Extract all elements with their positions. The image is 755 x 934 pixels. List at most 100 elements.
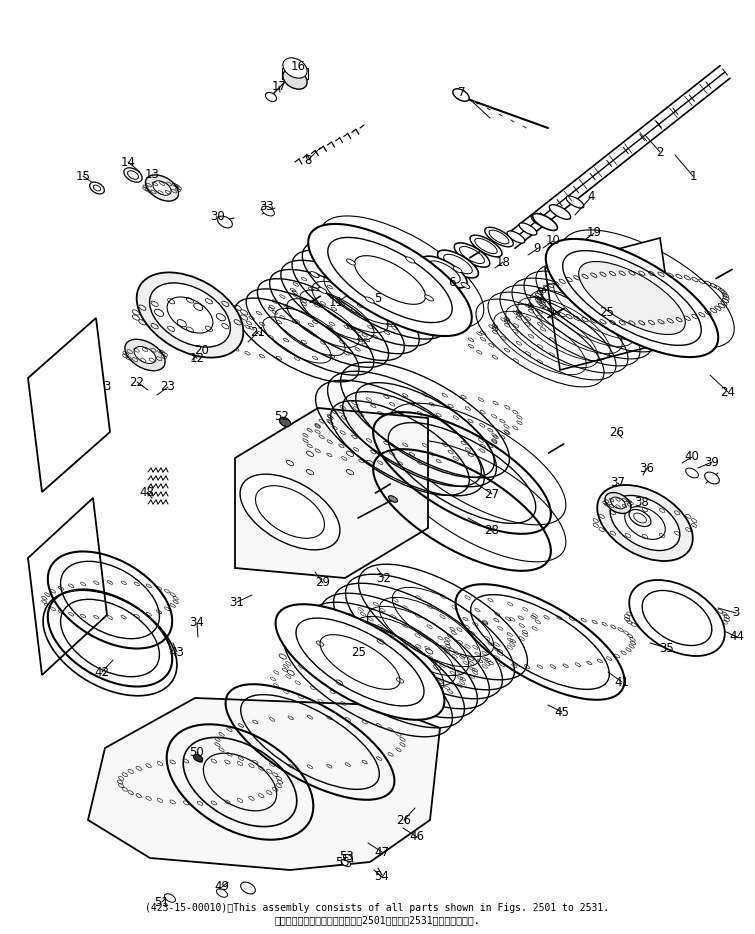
- Ellipse shape: [444, 254, 473, 274]
- Ellipse shape: [149, 283, 230, 347]
- Ellipse shape: [453, 266, 462, 273]
- Text: 40: 40: [685, 450, 699, 463]
- Text: 14: 14: [121, 155, 135, 168]
- Text: 41: 41: [615, 675, 630, 688]
- Ellipse shape: [566, 196, 584, 208]
- Ellipse shape: [507, 231, 525, 243]
- Text: 10: 10: [546, 234, 560, 248]
- Ellipse shape: [276, 604, 445, 720]
- Ellipse shape: [341, 859, 350, 867]
- Ellipse shape: [283, 58, 307, 78]
- Ellipse shape: [461, 282, 470, 289]
- Ellipse shape: [704, 472, 720, 484]
- Ellipse shape: [550, 205, 571, 219]
- Text: 46: 46: [409, 830, 424, 843]
- Text: 25: 25: [599, 306, 615, 319]
- Ellipse shape: [643, 590, 712, 645]
- Ellipse shape: [308, 224, 472, 336]
- Text: 55: 55: [334, 856, 350, 869]
- Text: 4: 4: [587, 191, 595, 204]
- Text: 11: 11: [328, 296, 344, 309]
- Text: 31: 31: [230, 596, 245, 608]
- Ellipse shape: [455, 243, 490, 267]
- Text: 3: 3: [732, 606, 740, 619]
- Text: 18: 18: [495, 256, 510, 268]
- Ellipse shape: [546, 239, 718, 357]
- Text: 30: 30: [211, 210, 226, 223]
- Polygon shape: [88, 698, 440, 870]
- Ellipse shape: [428, 261, 461, 283]
- Ellipse shape: [403, 262, 457, 299]
- Ellipse shape: [240, 474, 340, 550]
- Text: 33: 33: [260, 201, 274, 214]
- Text: 49: 49: [214, 881, 230, 894]
- Ellipse shape: [485, 227, 513, 247]
- Text: 28: 28: [485, 525, 500, 537]
- Ellipse shape: [266, 92, 276, 102]
- Ellipse shape: [255, 486, 325, 538]
- Ellipse shape: [389, 496, 397, 502]
- Ellipse shape: [562, 250, 701, 346]
- Ellipse shape: [165, 894, 175, 902]
- Text: 29: 29: [316, 576, 331, 589]
- Text: 12: 12: [190, 351, 205, 364]
- Ellipse shape: [470, 235, 502, 257]
- Ellipse shape: [193, 755, 202, 761]
- Ellipse shape: [489, 230, 509, 244]
- Ellipse shape: [475, 238, 498, 254]
- Ellipse shape: [633, 513, 646, 523]
- Text: 47: 47: [374, 845, 390, 858]
- Ellipse shape: [217, 889, 227, 898]
- Ellipse shape: [610, 495, 680, 550]
- Text: 27: 27: [485, 488, 500, 501]
- Ellipse shape: [460, 247, 485, 263]
- Ellipse shape: [531, 215, 549, 227]
- Ellipse shape: [624, 506, 665, 539]
- Polygon shape: [235, 408, 428, 578]
- Text: 44: 44: [729, 630, 744, 644]
- Ellipse shape: [686, 468, 698, 478]
- Ellipse shape: [217, 314, 226, 320]
- Ellipse shape: [611, 497, 625, 509]
- Ellipse shape: [94, 185, 100, 191]
- Ellipse shape: [347, 259, 356, 265]
- Text: 36: 36: [639, 461, 655, 474]
- Ellipse shape: [411, 268, 448, 294]
- Text: 8: 8: [304, 153, 312, 166]
- Text: 54: 54: [374, 870, 390, 884]
- Text: 26: 26: [396, 814, 411, 827]
- Ellipse shape: [328, 237, 452, 322]
- Ellipse shape: [125, 339, 165, 371]
- Text: 38: 38: [635, 497, 649, 510]
- Text: 43: 43: [170, 645, 184, 658]
- Text: 35: 35: [660, 642, 674, 655]
- Ellipse shape: [532, 214, 557, 231]
- Text: 26: 26: [609, 427, 624, 440]
- Text: 17: 17: [272, 79, 286, 92]
- Text: 22: 22: [130, 375, 144, 389]
- Ellipse shape: [128, 171, 138, 179]
- Text: 9: 9: [533, 243, 541, 256]
- Ellipse shape: [629, 509, 651, 527]
- Ellipse shape: [629, 580, 725, 656]
- Ellipse shape: [124, 168, 142, 182]
- Text: 52: 52: [275, 411, 289, 423]
- Text: 32: 32: [377, 572, 391, 585]
- Ellipse shape: [424, 295, 433, 301]
- Text: 39: 39: [704, 456, 720, 469]
- Text: 51: 51: [155, 896, 169, 909]
- Ellipse shape: [177, 319, 186, 327]
- Text: 2: 2: [656, 146, 664, 159]
- Text: 20: 20: [195, 344, 209, 357]
- Text: 48: 48: [140, 486, 155, 499]
- Text: 37: 37: [611, 476, 625, 489]
- Text: 50: 50: [190, 745, 205, 758]
- Ellipse shape: [137, 273, 243, 358]
- Text: 3: 3: [103, 380, 111, 393]
- Ellipse shape: [578, 262, 686, 334]
- Text: 7: 7: [458, 86, 466, 98]
- Text: 1: 1: [689, 169, 697, 182]
- Ellipse shape: [597, 485, 693, 561]
- Ellipse shape: [354, 256, 426, 304]
- Text: 34: 34: [190, 616, 205, 630]
